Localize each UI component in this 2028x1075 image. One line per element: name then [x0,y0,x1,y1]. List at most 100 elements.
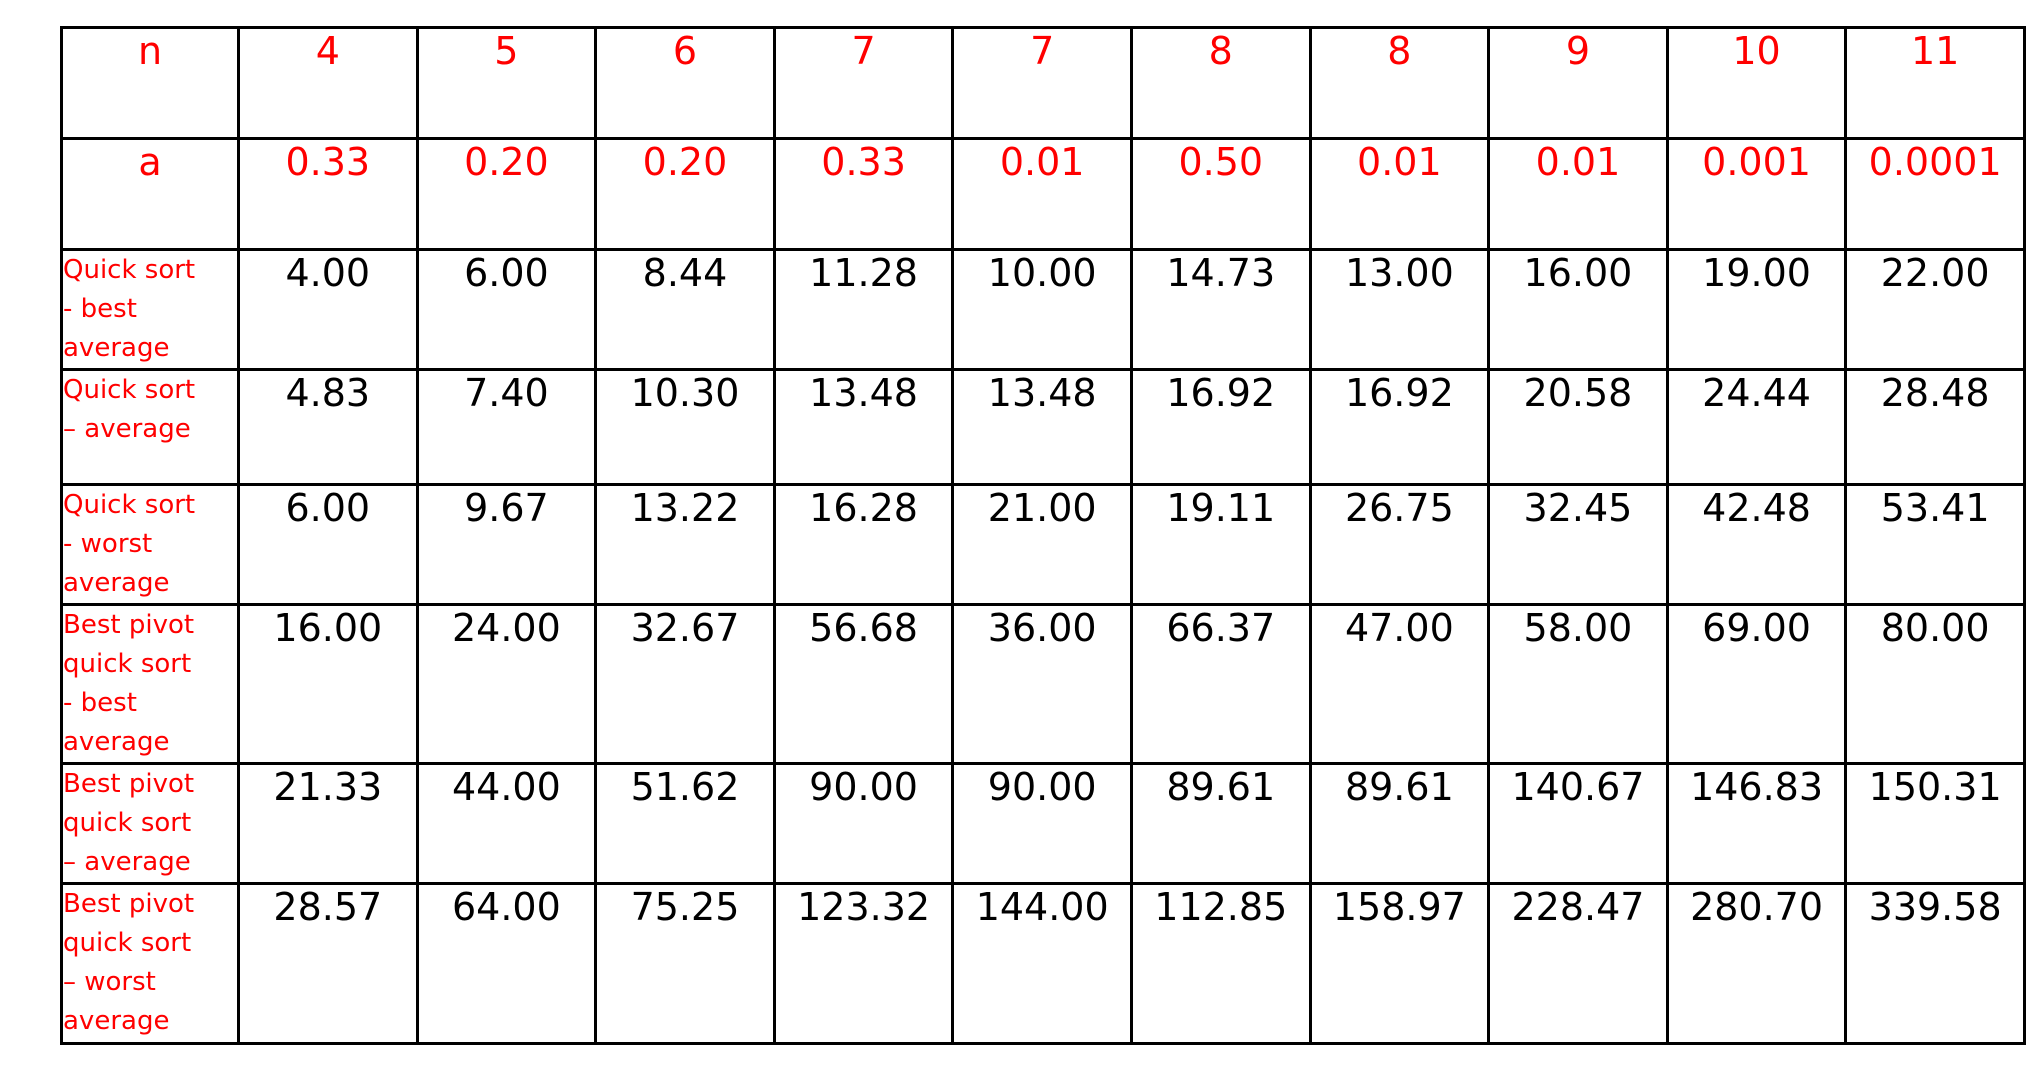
n-header-row: n 4 5 6 7 7 8 8 9 10 11 [60,26,2026,140]
row-label-line: Best pivot [63,889,195,919]
table-cell: 112.85 [1129,882,1312,1045]
table-cell: 158.97 [1308,882,1491,1045]
best-pivot-best-row: Best pivot quick sort - best average 16.… [60,603,2026,765]
n-value-cell: 8 [1308,26,1491,140]
table-cell: 7.40 [415,368,598,486]
a-param-row: a 0.33 0.20 0.20 0.33 0.01 0.50 0.01 0.0… [60,137,2026,251]
row-label-line: quick sort [63,928,192,958]
a-value-cell: 0.20 [594,137,776,251]
a-value-cell: 0.001 [1665,137,1848,251]
table-cell: 280.70 [1665,882,1848,1045]
row-label: Quick sort - worst average [60,483,240,606]
n-value-cell: 8 [1129,26,1312,140]
table-cell: 6.00 [415,248,598,371]
row-label-line: - worst [63,529,153,559]
table-cell: 22.00 [1844,248,2026,371]
table-cell: 28.48 [1844,368,2026,486]
row-label-line: average [63,568,170,598]
table-cell: 228.47 [1487,882,1669,1045]
a-value-cell: 0.33 [237,137,419,251]
table-cell: 21.00 [951,483,1133,606]
table-cell: 10.30 [594,368,776,486]
table-cell: 16.00 [1487,248,1669,371]
row-label-line: average [63,727,170,757]
row-label: Best pivot quick sort – average [60,762,240,885]
row-label-line: Quick sort [63,375,196,405]
table-cell: 21.33 [237,762,419,885]
table-cell: 8.44 [594,248,776,371]
table-cell: 64.00 [415,882,598,1045]
table-cell: 16.00 [237,603,419,765]
row-label-line: Best pivot [63,769,195,799]
row-label-line: Best pivot [63,610,195,640]
row-label: Quick sort – average [60,368,240,486]
n-value-cell: 7 [772,26,955,140]
a-value-cell: 0.20 [415,137,598,251]
table-cell: 36.00 [951,603,1133,765]
table-cell: 146.83 [1665,762,1848,885]
row-label-line: Quick sort [63,490,196,520]
table-cell: 90.00 [772,762,955,885]
row-label-line: – worst [63,967,156,997]
table-cell: 58.00 [1487,603,1669,765]
table-cell: 66.37 [1129,603,1312,765]
results-table: n 4 5 6 7 7 8 8 9 10 11 a 0.33 0.20 0.20… [60,26,2026,1045]
a-value-cell: 0.33 [772,137,955,251]
table-cell: 14.73 [1129,248,1312,371]
table-cell: 47.00 [1308,603,1491,765]
table-cell: 90.00 [951,762,1133,885]
table-cell: 32.45 [1487,483,1669,606]
table-cell: 150.31 [1844,762,2026,885]
table-cell: 123.32 [772,882,955,1045]
row-label-line: average [63,333,170,363]
table-cell: 19.11 [1129,483,1312,606]
best-pivot-worst-row: Best pivot quick sort – worst average 28… [60,882,2026,1045]
table-cell: 75.25 [594,882,776,1045]
table-cell: 28.57 [237,882,419,1045]
row-label: Best pivot quick sort - best average [60,603,240,765]
a-value-cell: 0.01 [1487,137,1669,251]
a-value-cell: 0.01 [951,137,1133,251]
n-value-cell: 7 [951,26,1133,140]
table-cell: 13.22 [594,483,776,606]
row-label-line: - best [63,688,137,718]
row-label-line: quick sort [63,808,192,838]
n-value-cell: 10 [1665,26,1848,140]
best-pivot-average-row: Best pivot quick sort – average 21.33 44… [60,762,2026,885]
table-cell: 144.00 [951,882,1133,1045]
table-cell: 9.67 [415,483,598,606]
a-label-cell: a [60,137,240,251]
table-cell: 339.58 [1844,882,2026,1045]
quicksort-best-row: Quick sort - best average 4.00 6.00 8.44… [60,248,2026,371]
table-cell: 13.00 [1308,248,1491,371]
quicksort-worst-row: Quick sort - worst average 6.00 9.67 13.… [60,483,2026,606]
n-value-cell: 11 [1844,26,2026,140]
table-cell: 19.00 [1665,248,1848,371]
n-label-cell: n [60,26,240,140]
table-cell: 13.48 [772,368,955,486]
row-label-line: – average [63,414,191,444]
table-cell: 53.41 [1844,483,2026,606]
table-cell: 13.48 [951,368,1133,486]
table-cell: 26.75 [1308,483,1491,606]
table-cell: 16.28 [772,483,955,606]
table-cell: 32.67 [594,603,776,765]
row-label: Best pivot quick sort – worst average [60,882,240,1045]
row-label-line: - best [63,294,137,324]
row-label-line: Quick sort [63,255,196,285]
a-value-cell: 0.50 [1129,137,1312,251]
n-value-cell: 6 [594,26,776,140]
row-label-line: average [63,1006,170,1036]
n-value-cell: 4 [237,26,419,140]
a-value-cell: 0.0001 [1844,137,2026,251]
quicksort-average-row: Quick sort – average 4.83 7.40 10.30 13.… [60,368,2026,486]
a-value-cell: 0.01 [1308,137,1491,251]
table-cell: 89.61 [1129,762,1312,885]
row-label-line: – average [63,847,191,877]
table-cell: 4.83 [237,368,419,486]
table-cell: 44.00 [415,762,598,885]
table-cell: 56.68 [772,603,955,765]
table-cell: 16.92 [1129,368,1312,486]
table-cell: 89.61 [1308,762,1491,885]
row-label: Quick sort - best average [60,248,240,371]
